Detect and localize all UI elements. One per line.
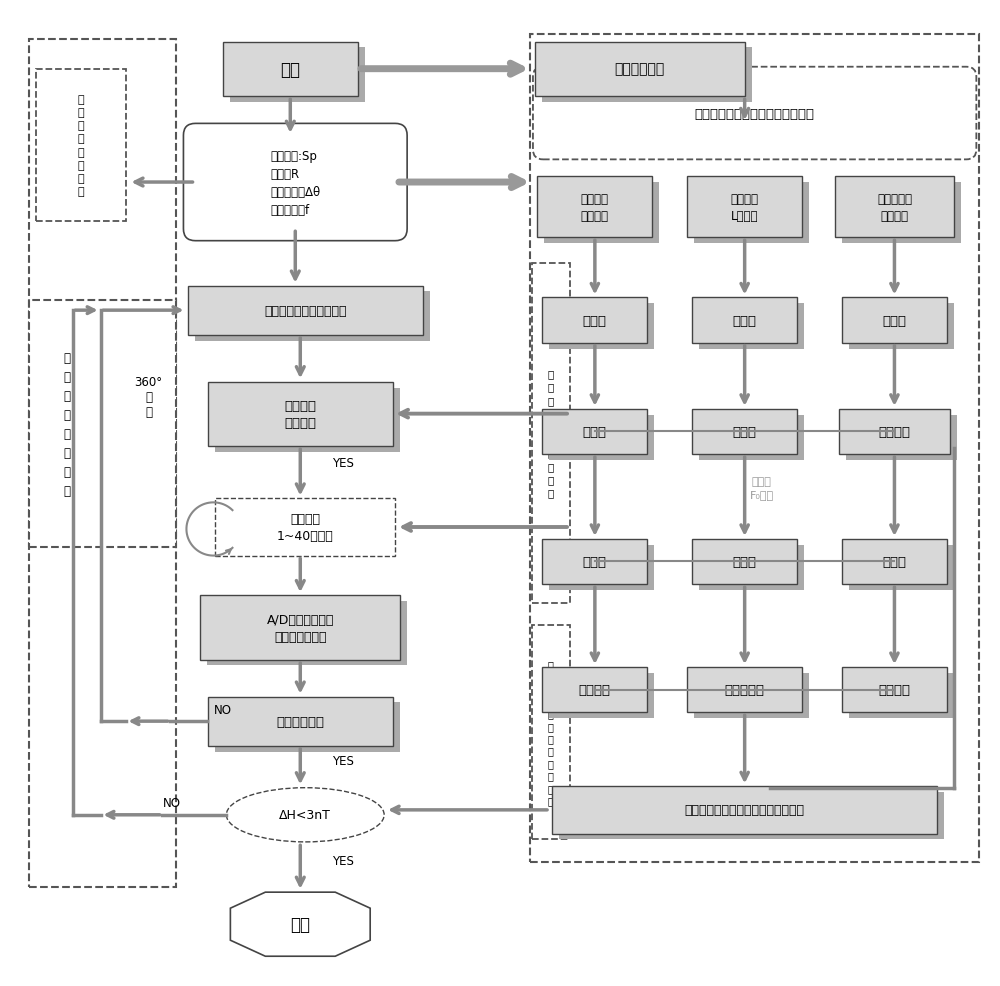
Text: 远场法: 远场法	[733, 315, 757, 327]
Text: 磁东西对称
一字布局: 磁东西对称 一字布局	[877, 192, 912, 223]
FancyBboxPatch shape	[542, 48, 752, 103]
Text: 多路扫描
1~40路通道: 多路扫描 1~40路通道	[277, 513, 334, 542]
FancyBboxPatch shape	[699, 545, 804, 591]
Text: YES: YES	[332, 753, 354, 767]
FancyBboxPatch shape	[215, 499, 395, 556]
Text: 布点方式:Sp
距离：R
角度间隔：Δθ
采样速率：f: 布点方式:Sp 距离：R 角度间隔：Δθ 采样速率：f	[270, 150, 320, 216]
Text: 杂散磁矩: 杂散磁矩	[878, 426, 910, 439]
FancyBboxPatch shape	[535, 42, 745, 97]
Polygon shape	[230, 892, 370, 956]
FancyBboxPatch shape	[849, 545, 954, 591]
FancyBboxPatch shape	[835, 176, 954, 238]
FancyBboxPatch shape	[699, 304, 804, 349]
FancyBboxPatch shape	[530, 35, 979, 862]
Text: 三维转台
同步勤务: 三维转台 同步勤务	[284, 399, 316, 429]
FancyBboxPatch shape	[694, 673, 809, 719]
FancyBboxPatch shape	[188, 286, 423, 335]
Text: 球谐法: 球谐法	[583, 315, 607, 327]
Text: NO: NO	[162, 796, 180, 810]
Text: 曲线显示: 曲线显示	[579, 683, 611, 696]
Text: 监测传感器对称布局模式干扰场采集: 监测传感器对称布局模式干扰场采集	[685, 804, 805, 816]
FancyBboxPatch shape	[532, 625, 570, 840]
FancyBboxPatch shape	[849, 304, 954, 349]
Text: 卫
星
磁
场
采
集
计
算
模
块: 卫 星 磁 场 采 集 计 算 模 块	[548, 369, 554, 498]
FancyBboxPatch shape	[692, 409, 797, 455]
FancyBboxPatch shape	[842, 298, 947, 343]
Text: 永磁矩: 永磁矩	[583, 426, 607, 439]
Text: 启动: 启动	[280, 60, 300, 79]
FancyBboxPatch shape	[200, 596, 400, 660]
Text: 三阶矩: 三阶矩	[733, 555, 757, 568]
FancyBboxPatch shape	[849, 673, 954, 719]
FancyBboxPatch shape	[208, 697, 393, 746]
Text: YES: YES	[332, 457, 354, 469]
Text: 感磁矩: 感磁矩	[733, 426, 757, 439]
Text: 磁传感器布局、路数选择: 磁传感器布局、路数选择	[264, 305, 347, 317]
FancyBboxPatch shape	[692, 539, 797, 585]
FancyBboxPatch shape	[542, 539, 647, 585]
FancyBboxPatch shape	[207, 601, 407, 666]
Text: 四阶矩: 四阶矩	[882, 555, 906, 568]
Text: 测试方法选择: 测试方法选择	[615, 63, 665, 77]
Text: 测试是否完毕: 测试是否完毕	[276, 715, 324, 728]
FancyBboxPatch shape	[215, 703, 400, 752]
Text: 近场法: 近场法	[882, 315, 906, 327]
FancyBboxPatch shape	[839, 409, 950, 455]
Text: 二阶矩: 二阶矩	[583, 555, 607, 568]
FancyBboxPatch shape	[195, 292, 430, 341]
Text: 外
干
扰
场
控
制
模
块: 外 干 扰 场 控 制 模 块	[63, 351, 70, 497]
FancyBboxPatch shape	[699, 415, 804, 460]
FancyBboxPatch shape	[542, 298, 647, 343]
Text: YES: YES	[332, 854, 354, 868]
Text: ΔH<3nT: ΔH<3nT	[279, 809, 331, 821]
FancyBboxPatch shape	[549, 673, 654, 719]
Text: 磁东磁南
L型布局: 磁东磁南 L型布局	[731, 192, 759, 223]
FancyBboxPatch shape	[842, 182, 961, 244]
FancyBboxPatch shape	[29, 301, 176, 547]
FancyBboxPatch shape	[532, 263, 570, 603]
Text: 耦合度
F₀选择: 耦合度 F₀选择	[750, 476, 774, 500]
Text: 数据库报表: 数据库报表	[725, 683, 765, 696]
Text: 打印输出: 打印输出	[878, 683, 910, 696]
FancyBboxPatch shape	[559, 793, 944, 840]
FancyBboxPatch shape	[549, 304, 654, 349]
Text: 不
同
频
率
磁
场
采
集: 不 同 频 率 磁 场 采 集	[77, 95, 84, 197]
Text: 结束: 结束	[290, 915, 310, 934]
FancyBboxPatch shape	[542, 409, 647, 455]
Text: 卫星磁场采集（采集传感器布局）: 卫星磁场采集（采集传感器布局）	[695, 107, 815, 120]
FancyBboxPatch shape	[544, 182, 659, 244]
FancyBboxPatch shape	[183, 124, 407, 242]
Text: A/D取样巡测次数
滤波、均值处理: A/D取样巡测次数 滤波、均值处理	[267, 613, 334, 643]
FancyBboxPatch shape	[842, 668, 947, 713]
FancyBboxPatch shape	[694, 182, 809, 244]
FancyBboxPatch shape	[36, 70, 126, 222]
Ellipse shape	[226, 788, 384, 842]
FancyBboxPatch shape	[549, 545, 654, 591]
FancyBboxPatch shape	[687, 668, 802, 713]
FancyBboxPatch shape	[842, 539, 947, 585]
FancyBboxPatch shape	[846, 415, 957, 460]
FancyBboxPatch shape	[692, 298, 797, 343]
Text: 外
干
扰
场
平
均
值
法
数
据
处
理: 外 干 扰 场 平 均 值 法 数 据 处 理	[548, 659, 554, 806]
FancyBboxPatch shape	[542, 668, 647, 713]
FancyBboxPatch shape	[687, 176, 802, 238]
FancyBboxPatch shape	[223, 42, 358, 97]
FancyBboxPatch shape	[537, 176, 652, 238]
FancyBboxPatch shape	[533, 68, 976, 160]
FancyBboxPatch shape	[552, 787, 937, 834]
Text: 磁东单边
一字布局: 磁东单边 一字布局	[581, 192, 609, 223]
FancyBboxPatch shape	[208, 383, 393, 447]
FancyBboxPatch shape	[230, 48, 365, 103]
FancyBboxPatch shape	[549, 415, 654, 460]
FancyBboxPatch shape	[215, 388, 400, 453]
Text: NO: NO	[213, 704, 231, 717]
Text: 360°
连
续: 360° 连 续	[134, 376, 163, 419]
FancyBboxPatch shape	[29, 40, 176, 886]
